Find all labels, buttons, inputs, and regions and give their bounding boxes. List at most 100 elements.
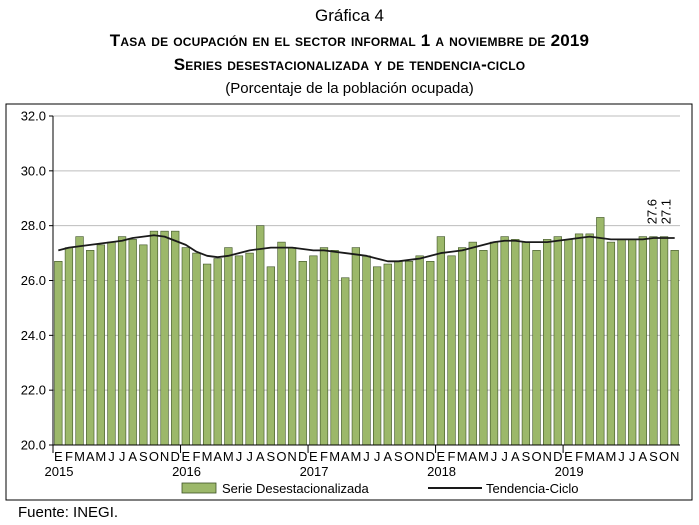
bar	[181, 247, 190, 446]
bar	[500, 236, 509, 446]
x-tick-label: M	[95, 449, 106, 464]
bar	[341, 277, 350, 446]
y-tick-label: 22.0	[21, 383, 46, 398]
bar	[224, 247, 233, 446]
bar	[192, 252, 201, 446]
year-label: 2016	[172, 464, 201, 479]
bar	[585, 233, 594, 446]
y-tick-label: 20.0	[21, 438, 46, 453]
bar	[362, 255, 371, 446]
trend-line	[58, 234, 675, 263]
bar	[149, 230, 159, 446]
x-tick-label: M	[202, 449, 213, 464]
x-tick-label: J	[501, 449, 508, 464]
x-tick-label: A	[86, 449, 95, 464]
x-tick-label: O	[149, 449, 159, 464]
bar	[394, 261, 403, 446]
bar	[489, 241, 499, 446]
x-tick-label: E	[54, 449, 63, 464]
x-tick-label: J	[363, 449, 370, 464]
x-tick-label: E	[309, 449, 318, 464]
x-tick-label: A	[256, 449, 265, 464]
x-tick-label: E	[437, 449, 446, 464]
x-tick-label: S	[139, 449, 148, 464]
x-tick-label: F	[320, 449, 328, 464]
x-tick-label: N	[287, 449, 296, 464]
legend-label-bars: Serie Desestacionalizada	[222, 481, 369, 496]
x-tick-label: M	[584, 449, 595, 464]
year-label: 2015	[45, 464, 74, 479]
x-tick-label: M	[223, 449, 234, 464]
bar	[468, 241, 477, 446]
x-tick-label: J	[374, 449, 381, 464]
x-tick-label: S	[649, 449, 658, 464]
x-tick-label: M	[350, 449, 361, 464]
data-label-trend: 27.6	[645, 199, 660, 224]
bar	[245, 252, 254, 446]
y-tick-label: 30.0	[21, 163, 46, 178]
x-tick-label: A	[468, 449, 477, 464]
x-tick-label: M	[74, 449, 85, 464]
bar	[287, 247, 297, 446]
bar	[553, 236, 562, 446]
bar	[659, 236, 669, 446]
bar	[351, 247, 360, 446]
x-tick-label: J	[119, 449, 126, 464]
x-tick-label: S	[522, 449, 531, 464]
x-tick-label: O	[404, 449, 414, 464]
bar	[426, 261, 435, 446]
x-tick-label: M	[605, 449, 616, 464]
bar	[521, 241, 531, 446]
y-tick-label: 32.0	[21, 109, 46, 124]
bar	[372, 266, 382, 446]
x-tick-label: N	[160, 449, 169, 464]
bar	[277, 241, 286, 446]
x-tick-label: J	[629, 449, 636, 464]
x-tick-label: A	[638, 449, 647, 464]
x-tick-label: S	[267, 449, 276, 464]
bar	[139, 244, 148, 446]
y-tick-label: 28.0	[21, 218, 46, 233]
x-tick-label: A	[341, 449, 350, 464]
bar	[383, 263, 392, 446]
bar	[532, 250, 541, 446]
bar	[54, 261, 63, 446]
year-label: 2017	[300, 464, 329, 479]
chart-subtitle: Series desestacionalizada y de tendencia…	[173, 55, 526, 74]
x-tick-label: O	[659, 449, 669, 464]
bar	[86, 250, 95, 446]
x-tick-label: D	[171, 449, 180, 464]
bar	[617, 239, 626, 446]
bar	[234, 255, 244, 446]
x-tick-label: A	[596, 449, 605, 464]
x-tick-label: A	[128, 449, 137, 464]
bar	[649, 236, 658, 446]
x-tick-label: N	[670, 449, 679, 464]
x-tick-label: N	[415, 449, 424, 464]
bar	[447, 255, 456, 446]
x-tick-label: J	[618, 449, 625, 464]
bar	[298, 261, 307, 446]
bar	[160, 230, 169, 446]
bar	[479, 250, 488, 446]
x-tick-label: O	[531, 449, 541, 464]
bar	[256, 225, 265, 446]
bar	[415, 255, 424, 446]
bar	[75, 236, 84, 446]
x-tick-label: J	[246, 449, 253, 464]
bar	[64, 247, 74, 446]
x-tick-label: O	[276, 449, 286, 464]
bar	[543, 239, 552, 446]
bar	[628, 239, 637, 446]
x-tick-label: J	[108, 449, 115, 464]
y-tick-label: 26.0	[21, 273, 46, 288]
x-tick-label: F	[65, 449, 73, 464]
bar	[574, 233, 584, 446]
bar	[128, 239, 137, 446]
bar	[117, 236, 127, 446]
bar	[458, 247, 467, 446]
y-tick-label: 24.0	[21, 328, 46, 343]
x-tick-label: M	[478, 449, 489, 464]
x-tick-label: D	[553, 449, 562, 464]
